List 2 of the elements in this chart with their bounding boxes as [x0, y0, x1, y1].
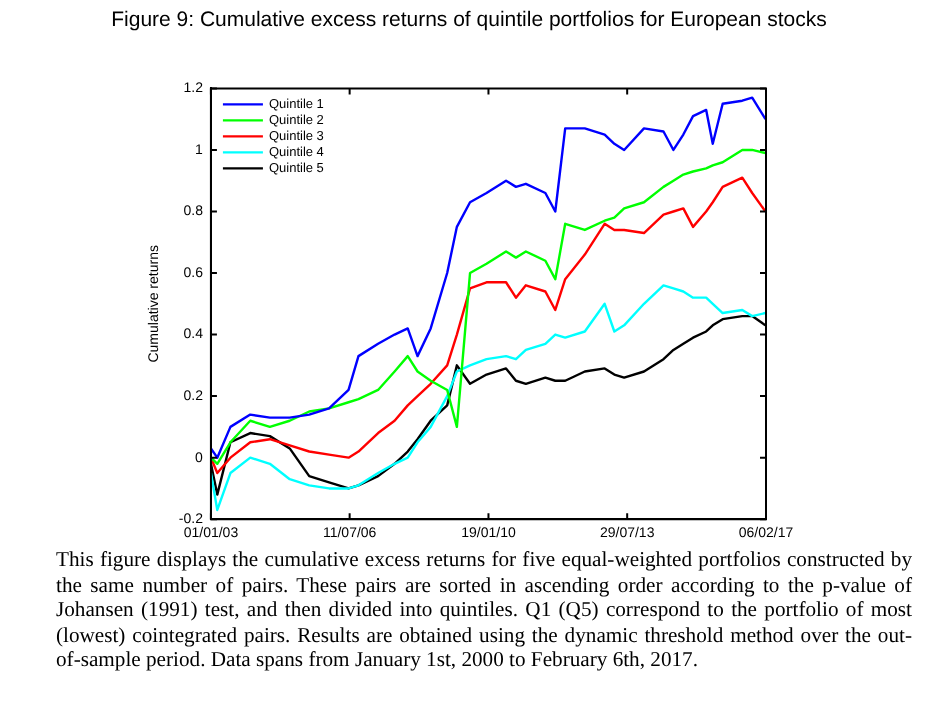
- chart-title: Figure 9: Cumulative excess returns of quintile portfolios for European stocks: [109, 8, 829, 32]
- text: This figure displays the cumulative excess returns for five equal-weighted portfolios constructed by the same number of pairs. These pairs are sorted in ascending order according to the p-value of Johansen (1991) test, and then divided into quintiles. Q1 (Q5) correspond to the portfolio of most (lowest) cointegrated pairs. Results are obtained using the dynamic threshold method over the out-of-sample period. Data spans from January 1st, 2000 to February 6th, 2017.: [56, 550, 912, 675]
